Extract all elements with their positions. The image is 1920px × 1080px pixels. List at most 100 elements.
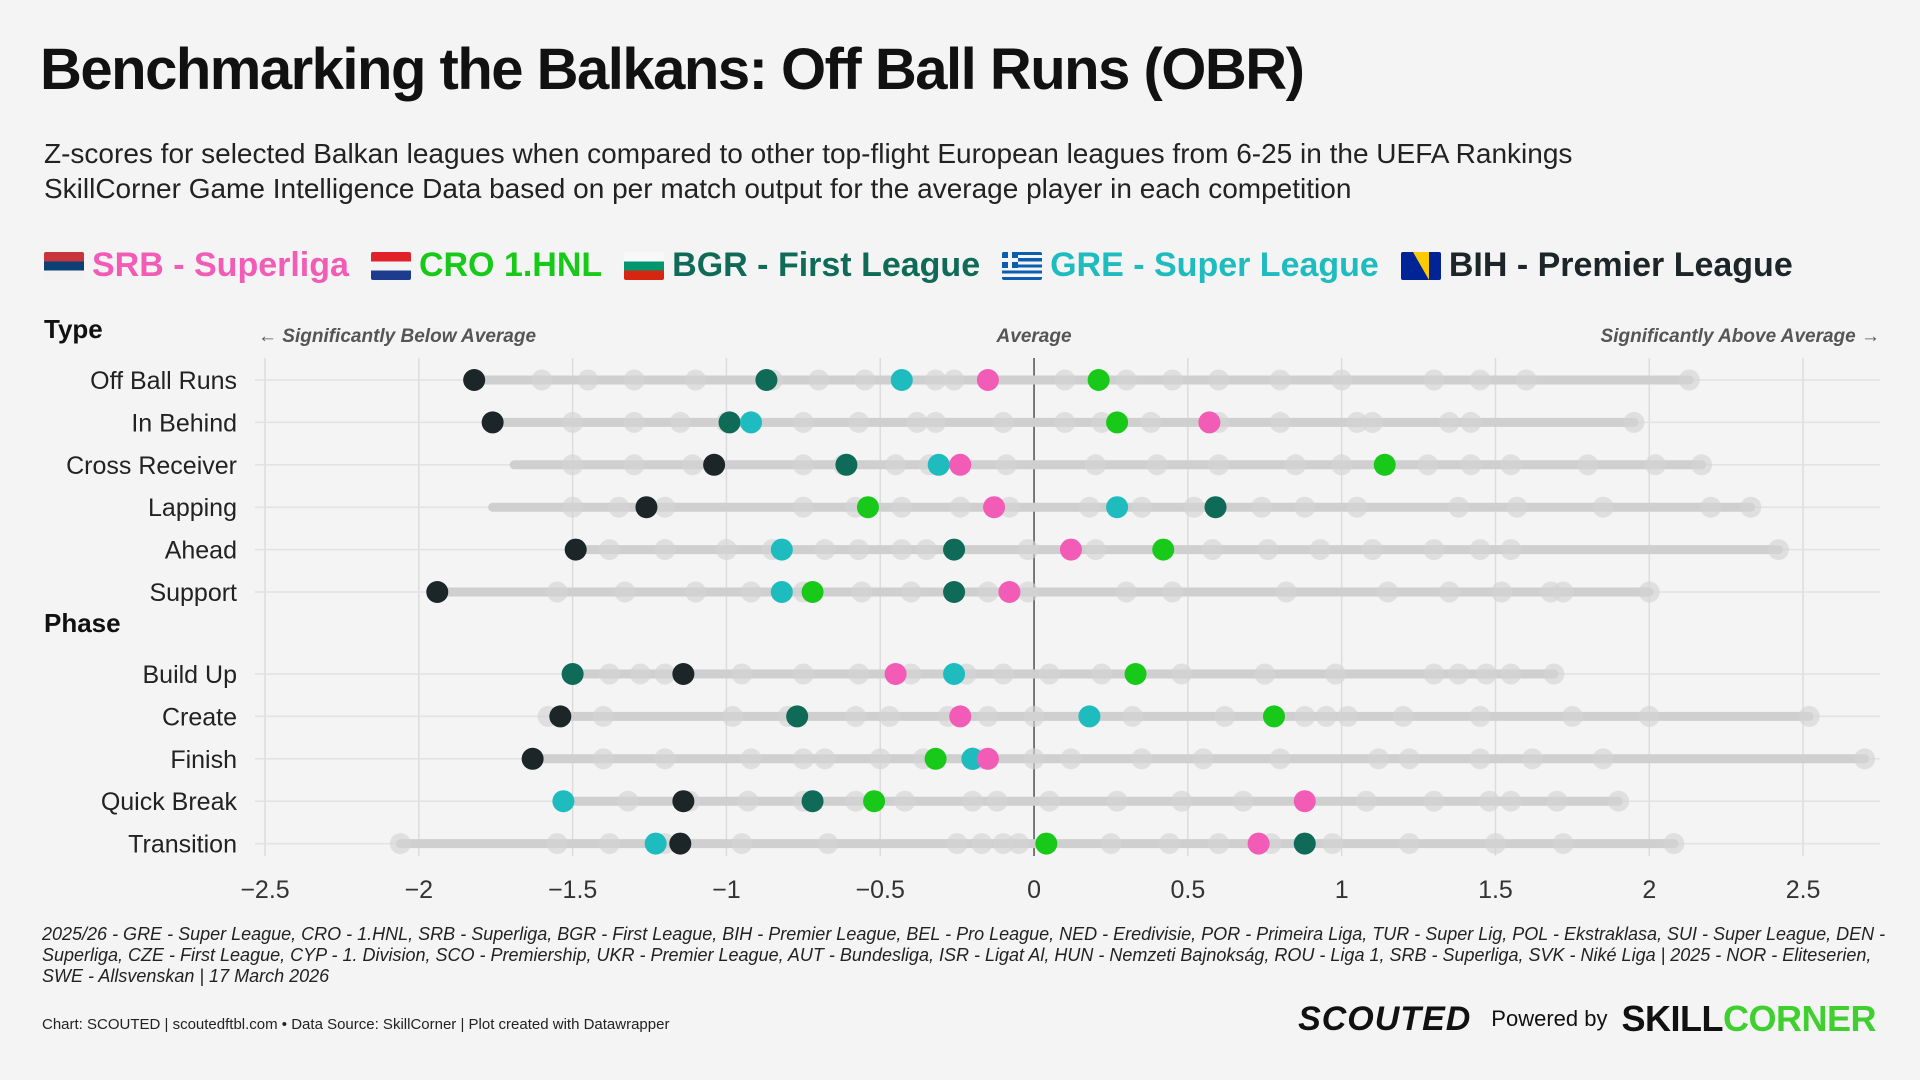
other-league-dot: [1469, 539, 1491, 561]
dot-srb: [1293, 790, 1316, 813]
other-league-dot: [977, 581, 999, 603]
other-league-dot: [1423, 539, 1445, 561]
other-league-dot: [1638, 581, 1660, 603]
other-league-dot: [654, 496, 676, 518]
other-league-dot: [1392, 705, 1414, 727]
other-league-dot: [1131, 496, 1153, 518]
other-league-dot: [1269, 411, 1291, 433]
other-league-dot: [740, 581, 762, 603]
other-league-dot: [1331, 369, 1353, 391]
other-league-dot: [1131, 748, 1153, 770]
other-league-dot: [1054, 411, 1076, 433]
dot-gre: [943, 663, 966, 685]
other-league-dot: [1638, 705, 1660, 727]
other-league-dot: [1254, 663, 1276, 685]
x-tick-label: −2.5: [240, 876, 289, 904]
other-league-dot: [995, 454, 1017, 476]
other-league-dot: [1023, 748, 1045, 770]
other-league-dot: [1500, 663, 1522, 685]
dot-cro: [856, 496, 879, 519]
other-league-dot: [848, 539, 870, 561]
subtitle-line-1: Z-scores for selected Balkan leagues whe…: [44, 138, 1573, 169]
other-league-dot: [998, 496, 1020, 518]
other-league-dot: [1592, 748, 1614, 770]
other-league-dot: [623, 454, 645, 476]
other-league-dot: [817, 833, 839, 855]
other-league-dot: [1038, 790, 1060, 812]
other-league-dot: [599, 663, 621, 685]
other-league-dot: [915, 539, 937, 561]
x-tick-label: −0.5: [856, 876, 905, 904]
other-league-dot: [1854, 748, 1876, 770]
other-league-dot: [685, 369, 707, 391]
row-label: Support: [149, 579, 237, 607]
other-league-dot: [1325, 663, 1347, 685]
other-league-dot: [1448, 663, 1470, 685]
other-league-dot: [1321, 833, 1343, 855]
group-header-type: Type: [44, 314, 103, 344]
chart-area: −2.5 −2 −1.5 −1 −0.5 0 0.5 1 1.5 2 2.5 ← Significan…: [0, 312, 1920, 912]
other-league-dot: [599, 539, 621, 561]
other-league-dot: [848, 663, 870, 685]
row-label: In Behind: [131, 409, 237, 437]
subtitle-line-2: SkillCorner Game Intelligence Data based…: [44, 173, 1352, 204]
dot-cro: [1035, 832, 1058, 855]
dot-srb: [1198, 411, 1221, 434]
other-league-dot: [1017, 539, 1039, 561]
other-league-dot: [1355, 790, 1377, 812]
dot-srb: [949, 453, 972, 476]
other-league-dot: [1543, 663, 1565, 685]
dot-gre: [770, 581, 793, 603]
legend-label-gre: GRE - Super League: [1050, 246, 1379, 284]
other-league-dot: [1491, 581, 1513, 603]
other-league-dot: [562, 411, 584, 433]
other-league-dot: [900, 663, 922, 685]
other-league-dot: [792, 411, 814, 433]
credit-line: Chart: SCOUTED | scoutedftbl.com • Data …: [42, 1016, 670, 1033]
other-league-dot: [1438, 581, 1460, 603]
legend-item-gre: GRE - Super League: [1002, 246, 1379, 285]
other-league-dot: [1700, 496, 1722, 518]
dot-bih: [463, 369, 486, 391]
dot-srb: [1247, 832, 1270, 855]
other-league-dot: [808, 369, 830, 391]
dot-bih: [564, 538, 587, 561]
legend-item-bgr: BGR - First League: [624, 246, 980, 285]
other-league-dot: [845, 705, 867, 727]
other-league-dot: [792, 663, 814, 685]
other-league-dot: [1257, 539, 1279, 561]
other-league-dot: [1038, 663, 1060, 685]
other-league-dot: [891, 496, 913, 518]
x-tick-label: 0: [1027, 876, 1041, 904]
dot-bgr: [943, 538, 966, 561]
other-league-dot: [1691, 454, 1713, 476]
footer-note: 2025/26 - GRE - Super League, CRO - 1.HN…: [42, 924, 1886, 986]
other-league-dot: [885, 454, 907, 476]
other-league-dot: [1398, 748, 1420, 770]
other-league-dot: [906, 411, 928, 433]
other-league-dot: [654, 663, 676, 685]
dot-bih: [635, 496, 658, 519]
other-league-dot: [1577, 454, 1599, 476]
legend-label-srb: SRB - Superliga: [92, 246, 349, 284]
other-league-dot: [562, 454, 584, 476]
other-league-dot: [1285, 454, 1307, 476]
dot-gre: [740, 411, 763, 434]
other-league-dot: [900, 581, 922, 603]
other-league-dot: [1140, 411, 1162, 433]
x-tick-label: −1: [712, 876, 741, 904]
other-league-dot: [546, 833, 568, 855]
page-title: Benchmarking the Balkans: Off Ball Runs …: [40, 37, 1305, 102]
other-league-dot: [623, 369, 645, 391]
other-league-dot: [1438, 411, 1460, 433]
dot-srb: [998, 581, 1021, 603]
other-league-dot: [737, 790, 759, 812]
other-league-dot: [792, 496, 814, 518]
dot-bgr: [835, 453, 858, 476]
dot-gre: [644, 832, 667, 855]
other-league-dot: [992, 411, 1014, 433]
other-league-dot: [1608, 790, 1630, 812]
other-league-dot: [1085, 454, 1107, 476]
other-league-dot: [1269, 748, 1291, 770]
other-league-dot: [1158, 833, 1180, 855]
